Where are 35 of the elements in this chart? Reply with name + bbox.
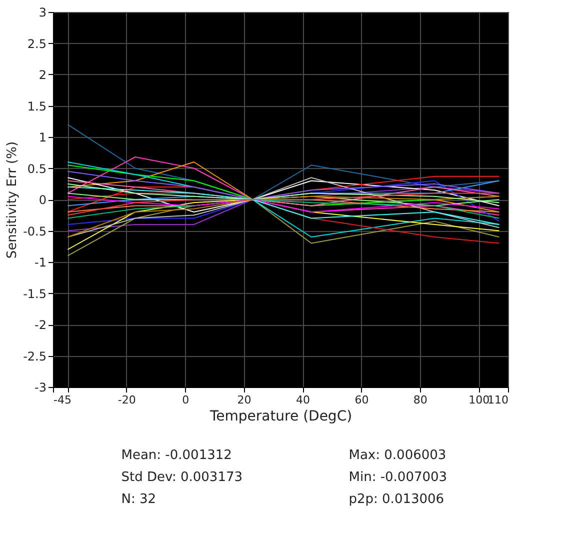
text: Mean: -0.001312: [121, 448, 232, 463]
x-tick-label: 100: [468, 394, 490, 406]
line-series: [67, 192, 500, 216]
text: Max: 0.006003: [348, 448, 446, 463]
y-tick-label: -3: [34, 380, 46, 394]
line-series: [67, 196, 500, 212]
x-tick-label: 20: [237, 394, 252, 406]
y-tick-label: 2: [38, 68, 46, 82]
y-tick-label: -1: [34, 256, 46, 270]
y-tick-label: -0.5: [23, 224, 46, 238]
x-tick-label: -20: [118, 394, 136, 406]
x-tick-label: 40: [296, 394, 310, 406]
y-axis-title: Sensitivity Err (%): [5, 141, 20, 259]
x-axis-title: Temperature (DegC): [208, 408, 352, 424]
text: N: 32: [121, 492, 156, 507]
line-series: [67, 177, 500, 238]
y-tick-label: -2.5: [23, 349, 46, 364]
line-series: [67, 170, 500, 200]
x-tick-label: 0: [182, 394, 190, 406]
x-tick-label: -45: [54, 394, 72, 406]
y-tick-label: -1.5: [23, 286, 46, 301]
x-tick-label: 60: [354, 394, 369, 406]
x-tick-label: 110: [488, 394, 508, 406]
text: Min: -0.007003: [348, 470, 448, 485]
y-tick-label: 3: [38, 6, 46, 20]
line-series: [67, 196, 500, 238]
y-tick-label: 2.5: [27, 36, 46, 51]
x-tick-label: 80: [413, 394, 428, 406]
y-tick-label: 1.5: [27, 99, 46, 114]
text: p2p: 0.013006: [348, 492, 444, 507]
y-tick-label: -2: [34, 318, 46, 332]
y-tick-label: 0.5: [27, 162, 46, 176]
y-tick-label: 0: [38, 193, 46, 207]
text: Std Dev: 0.003173: [121, 470, 243, 485]
y-tick-label: 1: [38, 130, 46, 144]
